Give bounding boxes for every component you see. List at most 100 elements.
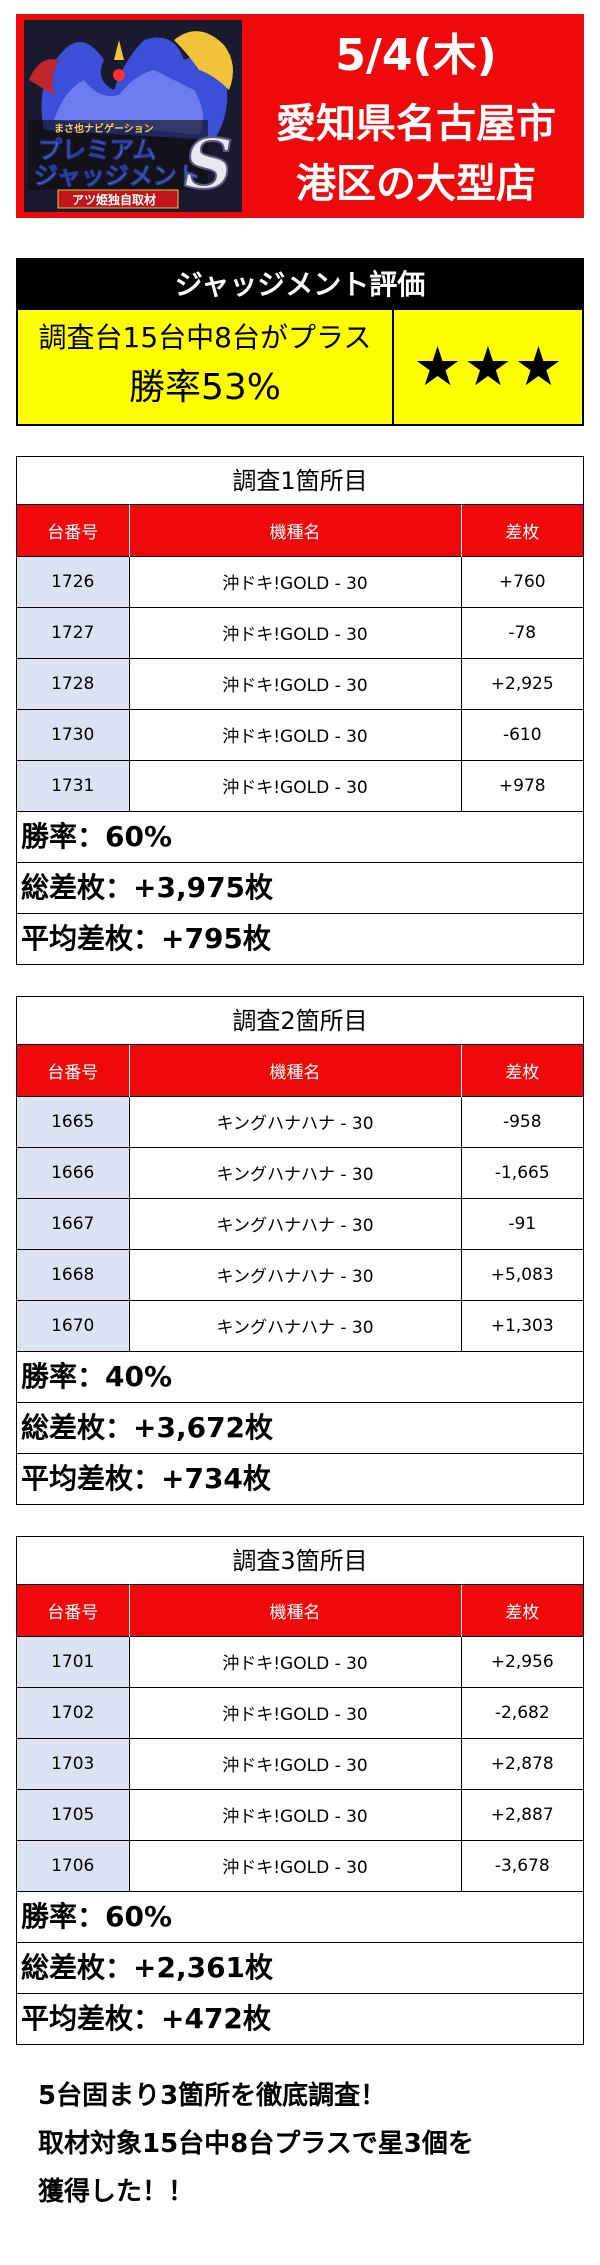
section-total-diff: 総差枚：+3,975枚 xyxy=(17,862,583,913)
table-row: 1727 沖ドキ!GOLD - 30 -78 xyxy=(17,606,583,658)
machine-model: キングハナハナ - 30 xyxy=(129,1197,462,1249)
section-average-diff: 平均差枚：+795枚 xyxy=(17,913,583,964)
section-total-diff: 総差枚：+3,672枚 xyxy=(17,1402,583,1453)
table-row: 1670 キングハナハナ - 30 +1,303 xyxy=(17,1299,583,1351)
logo-title-line1: プレミアム xyxy=(38,136,156,164)
machine-diff: -610 xyxy=(461,708,583,760)
machine-diff: +760 xyxy=(461,555,583,607)
machine-diff: +2,925 xyxy=(461,657,583,709)
machine-number: 1668 xyxy=(17,1248,130,1300)
table-header-row: 台番号 機種名 差枚 xyxy=(17,505,583,556)
machine-diff: -1,665 xyxy=(461,1146,583,1198)
machine-model: キングハナハナ - 30 xyxy=(129,1146,462,1198)
results-table: 台番号 機種名 差枚 1701 沖ドキ!GOLD - 30 +2,956 1702 沖… xyxy=(17,1585,583,1891)
results-table: 台番号 機種名 差枚 1665 キングハナハナ - 30 -958 1666 キングハ… xyxy=(17,1045,583,1351)
machine-model: 沖ドキ!GOLD - 30 xyxy=(129,708,462,760)
logo-tagline: まさ也ナビゲーション xyxy=(54,122,154,135)
machine-number: 1703 xyxy=(17,1737,130,1789)
machine-diff: +2,887 xyxy=(461,1788,583,1840)
header-number: 台番号 xyxy=(17,1045,130,1096)
table-row: 1730 沖ドキ!GOLD - 30 -610 xyxy=(17,708,583,760)
summary-line-1: 5台固まり3箇所を徹底調査！ xyxy=(38,2081,387,2111)
table-row: 1702 沖ドキ!GOLD - 30 -2,682 xyxy=(17,1686,583,1738)
table-header-row: 台番号 機種名 差枚 xyxy=(17,1045,583,1096)
machine-number: 1666 xyxy=(17,1146,130,1198)
evaluation-box: ジャッジメント評価 調査台15台中8台がプラス 勝率53% ★★★ xyxy=(16,258,584,426)
table-row: 1668 キングハナハナ - 30 +5,083 xyxy=(17,1248,583,1300)
star-rating: ★★★ xyxy=(413,335,565,398)
table-header-row: 台番号 機種名 差枚 xyxy=(17,1585,583,1636)
machine-model: 沖ドキ!GOLD - 30 xyxy=(129,555,462,607)
machine-model: 沖ドキ!GOLD - 30 xyxy=(129,1737,462,1789)
table-row: 1665 キングハナハナ - 30 -958 xyxy=(17,1095,583,1147)
table-row: 1667 キングハナハナ - 30 -91 xyxy=(17,1197,583,1249)
machine-diff: -958 xyxy=(461,1095,583,1147)
machine-model: 沖ドキ!GOLD - 30 xyxy=(129,1839,462,1891)
machine-diff: -78 xyxy=(461,606,583,658)
machine-diff: +2,878 xyxy=(461,1737,583,1789)
survey-section-2: 調査2箇所目 台番号 機種名 差枚 1665 キングハナハナ - 30 -958 1… xyxy=(16,996,584,1505)
machine-number: 1705 xyxy=(17,1788,130,1840)
machine-diff: -3,678 xyxy=(461,1839,583,1891)
machine-model: 沖ドキ!GOLD - 30 xyxy=(129,759,462,811)
machine-number: 1706 xyxy=(17,1839,130,1891)
location-city: 愛知県名古屋市 xyxy=(276,101,556,147)
machine-diff: +5,083 xyxy=(461,1248,583,1300)
summary-text: 5台固まり3箇所を徹底調査！ 取材対象15台中8台プラスで星3個を 獲得した！！ xyxy=(38,2072,578,2216)
summary-line-3: 獲得した！！ xyxy=(38,2177,195,2207)
machine-number: 1701 xyxy=(17,1635,130,1687)
machine-number: 1702 xyxy=(17,1686,130,1738)
section-win-rate: 勝率：60% xyxy=(17,811,583,862)
machine-number: 1670 xyxy=(17,1299,130,1351)
table-row: 1728 沖ドキ!GOLD - 30 +2,925 xyxy=(17,657,583,709)
header-model: 機種名 xyxy=(129,1045,462,1096)
machine-diff: -91 xyxy=(461,1197,583,1249)
machine-model: 沖ドキ!GOLD - 30 xyxy=(129,1635,462,1687)
machine-model: 沖ドキ!GOLD - 30 xyxy=(129,1686,462,1738)
evaluation-subtitle: 調査台15台中8台がプラス xyxy=(38,321,372,354)
machine-model: キングハナハナ - 30 xyxy=(129,1299,462,1351)
header-banner: まさ也ナビゲーション プレミアム ジャッジメント S アツ姫独自取材 5/4(木… xyxy=(16,14,584,218)
summary-line-2: 取材対象15台中8台プラスで星3個を xyxy=(38,2129,474,2159)
section-title: 調査3箇所目 xyxy=(17,1537,583,1585)
section-win-rate: 勝率：40% xyxy=(17,1351,583,1402)
machine-number: 1728 xyxy=(17,657,130,709)
machine-number: 1730 xyxy=(17,708,130,760)
machine-diff: -2,682 xyxy=(461,1686,583,1738)
header-model: 機種名 xyxy=(129,1585,462,1636)
table-row: 1666 キングハナハナ - 30 -1,665 xyxy=(17,1146,583,1198)
machine-number: 1727 xyxy=(17,606,130,658)
header-diff: 差枚 xyxy=(461,1585,583,1636)
survey-section-3: 調査3箇所目 台番号 機種名 差枚 1701 沖ドキ!GOLD - 30 +2,95… xyxy=(16,1536,584,2045)
header-diff: 差枚 xyxy=(461,1045,583,1096)
header-diff: 差枚 xyxy=(461,505,583,556)
section-total-diff: 総差枚：+2,361枚 xyxy=(17,1942,583,1993)
machine-diff: +978 xyxy=(461,759,583,811)
machine-model: キングハナハナ - 30 xyxy=(129,1248,462,1300)
table-row: 1706 沖ドキ!GOLD - 30 -3,678 xyxy=(17,1839,583,1891)
machine-model: 沖ドキ!GOLD - 30 xyxy=(129,606,462,658)
event-date: 5/4(木) xyxy=(335,30,497,81)
section-win-rate: 勝率：60% xyxy=(17,1891,583,1942)
section-average-diff: 平均差枚：+472枚 xyxy=(17,1993,583,2044)
logo-title-line2: ジャッジメント xyxy=(34,162,201,190)
machine-number: 1726 xyxy=(17,555,130,607)
table-row: 1701 沖ドキ!GOLD - 30 +2,956 xyxy=(17,1635,583,1687)
table-row: 1731 沖ドキ!GOLD - 30 +978 xyxy=(17,759,583,811)
evaluation-result: 調査台15台中8台がプラス 勝率53% xyxy=(18,310,394,424)
table-row: 1726 沖ドキ!GOLD - 30 +760 xyxy=(17,555,583,607)
logo-ribbon: アツ姫独自取材 xyxy=(72,192,156,207)
machine-number: 1665 xyxy=(17,1095,130,1147)
section-average-diff: 平均差枚：+734枚 xyxy=(17,1453,583,1504)
banner-text: 5/4(木) 愛知県名古屋市 港区の大型店 xyxy=(248,14,584,218)
machine-diff: +2,956 xyxy=(461,1635,583,1687)
machine-number: 1667 xyxy=(17,1197,130,1249)
location-store: 港区の大型店 xyxy=(296,161,536,207)
section-title: 調査1箇所目 xyxy=(17,457,583,505)
evaluation-body: 調査台15台中8台がプラス 勝率53% ★★★ xyxy=(18,310,582,424)
section-title: 調査2箇所目 xyxy=(17,997,583,1045)
machine-model: キングハナハナ - 30 xyxy=(129,1095,462,1147)
machine-diff: +1,303 xyxy=(461,1299,583,1351)
results-table: 台番号 機種名 差枚 1726 沖ドキ!GOLD - 30 +760 1727 沖ドキ… xyxy=(17,505,583,811)
evaluation-win-rate: 勝率53% xyxy=(128,367,282,408)
